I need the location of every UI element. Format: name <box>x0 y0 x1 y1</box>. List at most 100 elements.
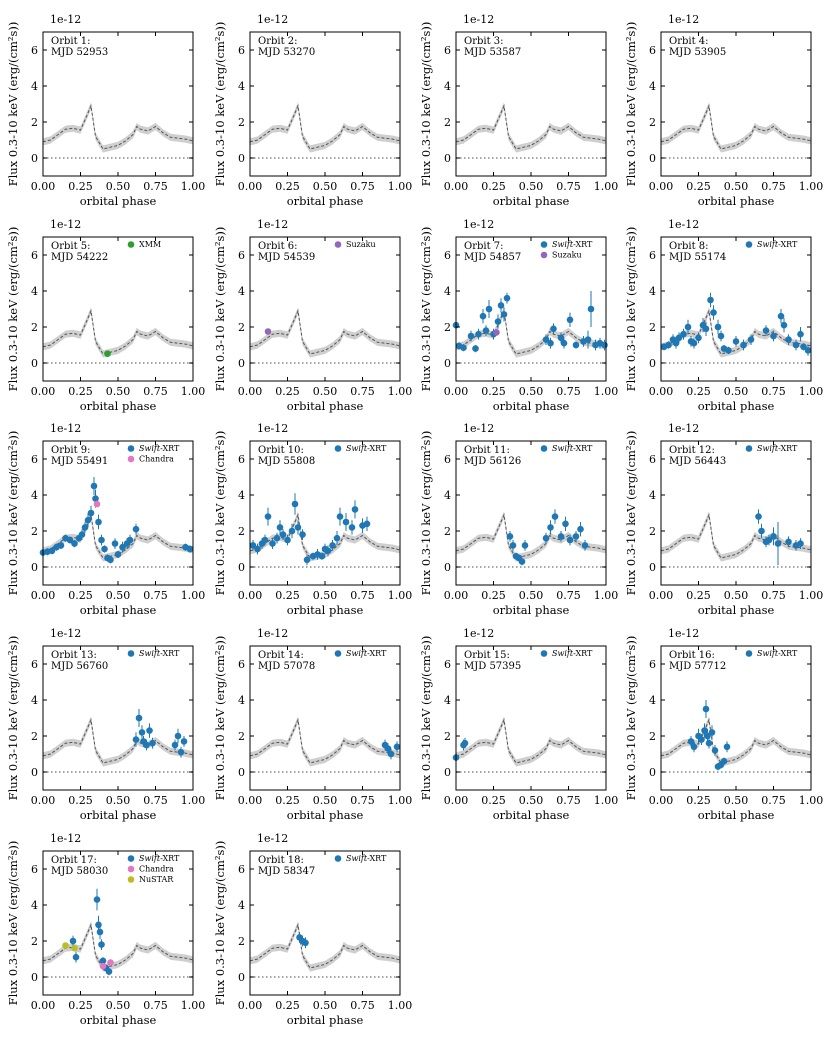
y-tick-label: 2 <box>31 525 38 538</box>
data-point <box>770 533 777 540</box>
x-tick-label: 0.25 <box>275 794 300 807</box>
offset-label: 1e-12 <box>50 627 81 640</box>
data-point <box>708 729 716 736</box>
y-tick-label: 0 <box>238 357 245 370</box>
x-tick-label: 0.00 <box>444 180 469 193</box>
data-point <box>479 312 487 320</box>
x-tick-label: 0.50 <box>519 794 544 807</box>
model-band <box>250 307 400 358</box>
orbit-label: Orbit 6: <box>258 241 298 252</box>
x-tick-label: 0.50 <box>313 794 338 807</box>
x-tick-label: 0.50 <box>313 999 338 1012</box>
panel-orbit-3: 0.00 0.25 0.50 0.75 1.00 0 2 4 6 1e-12 orbital pha… <box>419 13 618 208</box>
data-point <box>92 495 99 502</box>
x-tick-label: 0.25 <box>686 794 711 807</box>
x-tick-label: 0.25 <box>481 180 506 193</box>
model-band <box>43 716 193 767</box>
y-tick-label: 2 <box>238 321 245 334</box>
x-tick-label: 1.00 <box>594 589 619 602</box>
series-suzaku <box>493 329 500 336</box>
x-tick-label: 0.25 <box>275 385 300 398</box>
legend-marker <box>540 241 548 248</box>
data-point <box>467 332 475 340</box>
data-point <box>342 518 350 526</box>
data-point <box>762 327 770 334</box>
orbit-label: Orbit 11: <box>464 445 510 456</box>
y-tick-label: 0 <box>444 766 451 779</box>
y-tick-label: 6 <box>444 44 451 57</box>
y-tick-label: 6 <box>649 249 656 262</box>
data-point <box>269 540 276 547</box>
x-axis-label: orbital phase <box>493 399 570 413</box>
mjd-label: MJD 55491 <box>51 456 108 467</box>
y-axis-label: Flux 0.3-10 keV (erg/(cm²s)) <box>624 227 638 392</box>
x-tick-label: 0.50 <box>313 180 338 193</box>
series-swift-xrt <box>296 932 309 949</box>
legend-marker <box>745 241 753 248</box>
x-axis-label: orbital phase <box>698 399 775 413</box>
data-point <box>707 296 714 304</box>
data-point <box>48 547 56 555</box>
data-point <box>264 328 272 335</box>
orbit-label: Orbit 13: <box>51 650 97 661</box>
x-tick-label: 0.50 <box>313 589 338 602</box>
data-point <box>765 536 773 544</box>
legend-entry: Swift-XRT <box>552 444 593 453</box>
data-point <box>324 547 332 555</box>
x-tick-label: 1.00 <box>388 180 413 193</box>
x-tick-label: 0.50 <box>106 589 131 602</box>
x-tick-label: 0.25 <box>481 589 506 602</box>
x-tick-label: 0.50 <box>106 794 131 807</box>
legend-entry: Swift-XRT <box>552 649 593 658</box>
y-tick-label: 6 <box>31 658 38 671</box>
x-axis-label: orbital phase <box>698 808 775 822</box>
legend-entry: NuSTAR <box>139 875 174 884</box>
x-tick-label: 0.75 <box>350 589 375 602</box>
legend-entry: Swift-XRT <box>139 444 180 453</box>
panel-orbit-18: 0.00 0.25 0.50 0.75 1.00 0 2 4 6 1e-12 orbital pha… <box>213 832 412 1027</box>
x-tick-label: 0.50 <box>519 589 544 602</box>
y-axis-label: Flux 0.3-10 keV (erg/(cm²s)) <box>213 841 227 1006</box>
data-point <box>704 732 711 740</box>
x-tick-label: 0.50 <box>106 999 131 1012</box>
orbit-label: Orbit 14: <box>258 650 304 661</box>
model-line <box>42 308 194 355</box>
y-axis-label: Flux 0.3-10 keV (erg/(cm²s)) <box>419 22 433 187</box>
model-band <box>661 511 811 562</box>
orbit-label: Orbit 9: <box>51 445 91 456</box>
x-tick-label: 1.00 <box>594 794 619 807</box>
data-point <box>485 305 493 313</box>
y-tick-label: 0 <box>31 971 38 984</box>
data-point <box>138 729 146 736</box>
data-point <box>720 757 728 765</box>
legend-entry: Swift-XRT <box>552 240 593 249</box>
model-band <box>43 307 193 358</box>
x-tick-label: 0.75 <box>761 385 786 398</box>
y-tick-label: 0 <box>238 152 245 165</box>
panel-orbit-14: 0.00 0.25 0.50 0.75 1.00 0 2 4 6 1e-12 orbital pha… <box>213 627 412 822</box>
mjd-label: MJD 52953 <box>51 47 108 58</box>
data-point <box>174 732 182 740</box>
panel-orbit-9: 0.00 0.25 0.50 0.75 1.00 0 2 4 6 1e-12 orbital pha… <box>6 422 205 617</box>
offset-label: 1e-12 <box>257 422 288 435</box>
y-tick-label: 2 <box>31 116 38 129</box>
y-tick-label: 4 <box>649 80 656 93</box>
data-point <box>99 962 107 970</box>
legend-text-part: Swift <box>552 444 574 453</box>
data-point <box>288 527 296 535</box>
legend-entry: Swift-XRT <box>757 240 798 249</box>
x-tick-label: 0.50 <box>724 385 749 398</box>
mjd-label: MJD 56126 <box>464 456 521 467</box>
data-point <box>146 727 153 734</box>
x-tick-label: 0.75 <box>761 589 786 602</box>
data-point <box>732 338 740 345</box>
x-tick-label: 0.00 <box>238 180 263 193</box>
legend-entry: Swift-XRT <box>346 444 387 453</box>
y-tick-label: 2 <box>649 525 656 538</box>
data-point <box>702 705 710 713</box>
data-point <box>472 345 479 352</box>
y-tick-label: 4 <box>649 694 656 707</box>
x-axis-label: orbital phase <box>287 1013 364 1027</box>
model-band <box>250 102 400 153</box>
panel-orbit-4: 0.00 0.25 0.50 0.75 1.00 0 2 4 6 1e-12 orbital pha… <box>624 13 823 208</box>
